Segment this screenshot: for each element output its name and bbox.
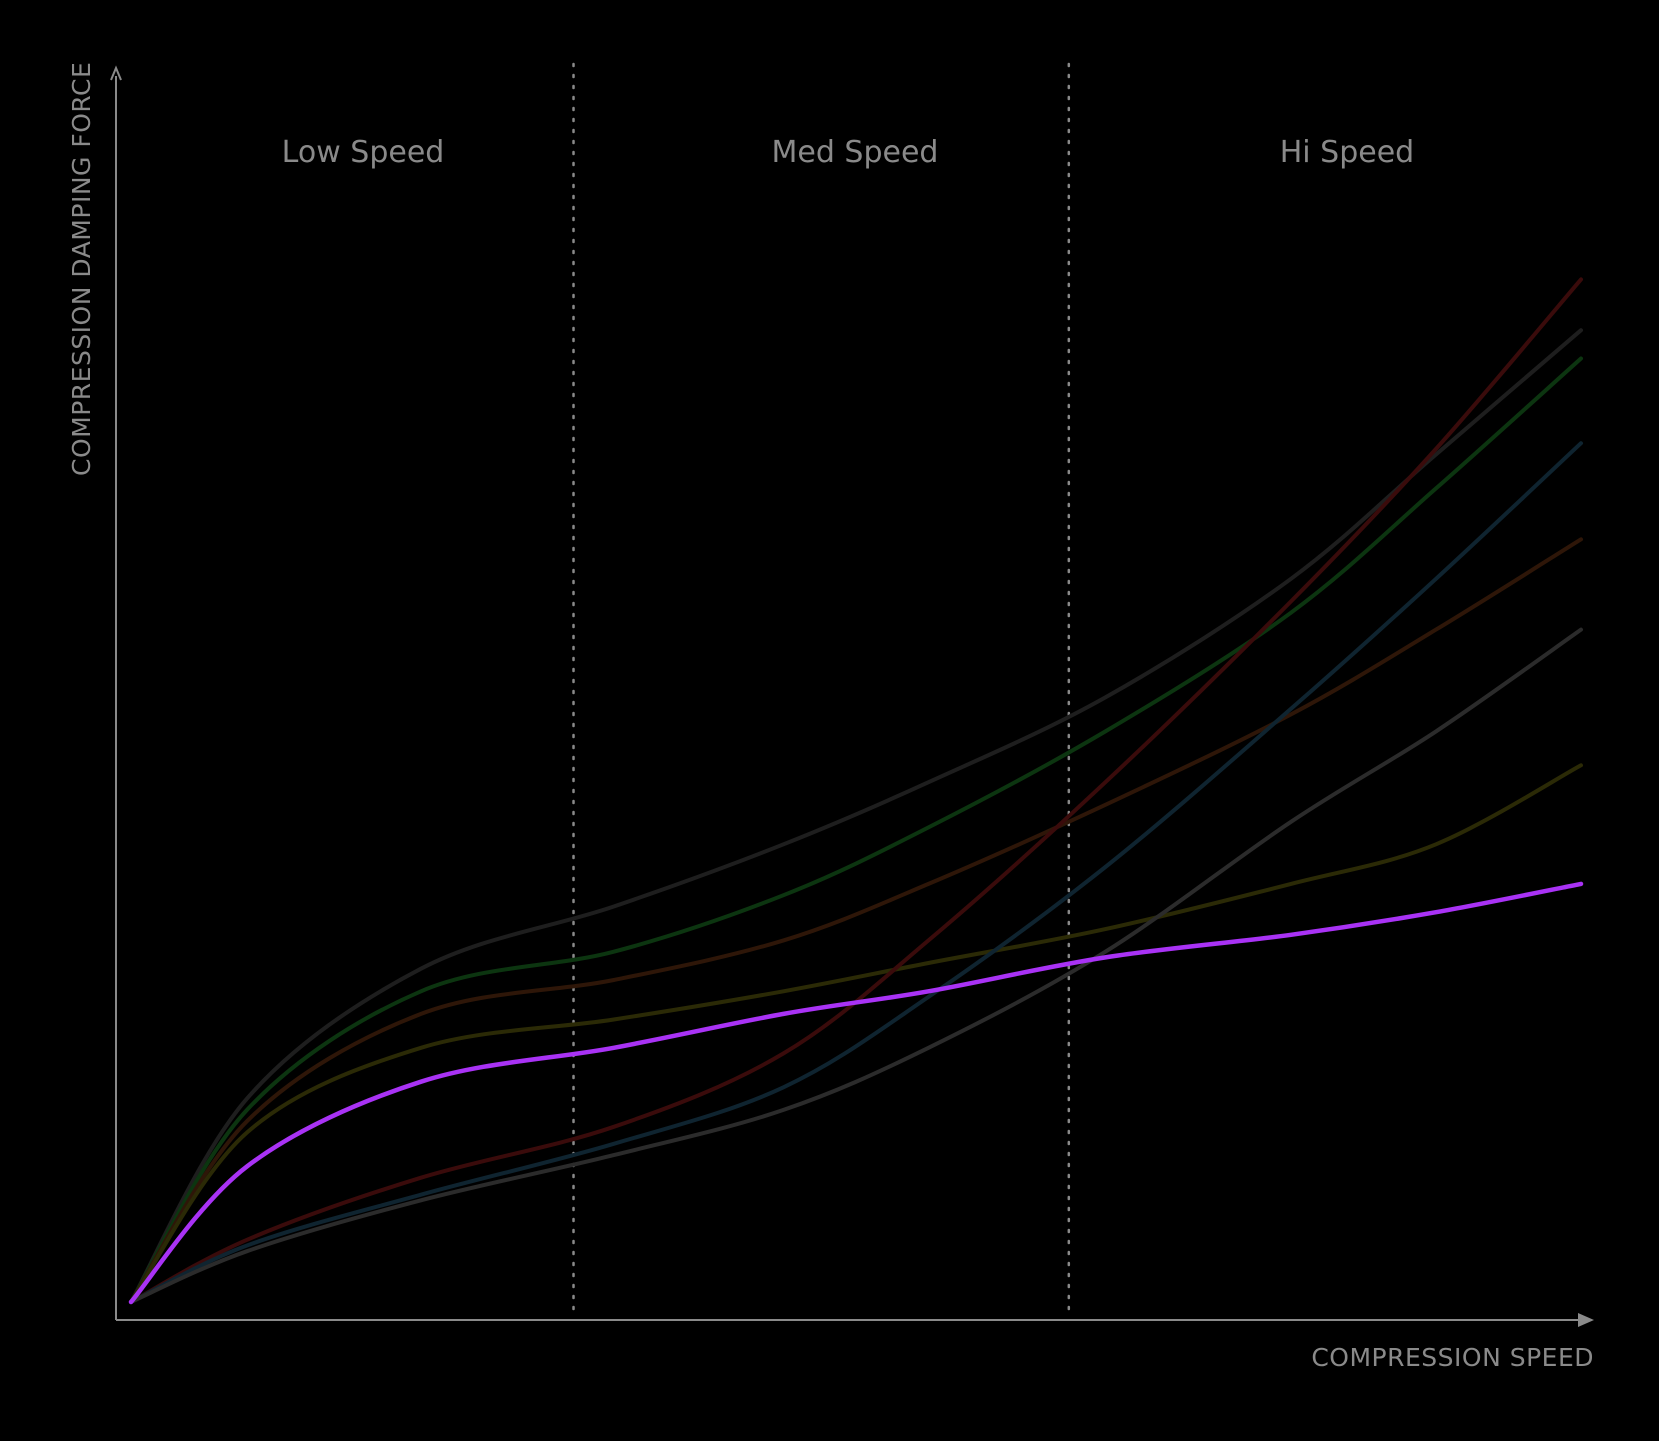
y-axis-title: COMPRESSION DAMPING FORCE	[67, 62, 96, 476]
zone-label-low: Low Speed	[282, 135, 445, 170]
zone-label-hi: Hi Speed	[1280, 135, 1414, 170]
series-line-2	[129, 356, 1583, 1304]
series-layer	[128, 277, 1584, 1305]
zone-dividers	[572, 62, 1071, 1320]
series-line-6	[129, 277, 1583, 1304]
series-line-7	[129, 441, 1583, 1304]
series-line-1	[129, 328, 1583, 1304]
series-line-3	[129, 537, 1583, 1304]
series-line-4	[129, 763, 1583, 1304]
axes	[110, 65, 1594, 1327]
zone-label-med: Med Speed	[772, 135, 939, 170]
highlight-series-line-5	[128, 881, 1584, 1305]
series-line-8	[129, 627, 1583, 1304]
x-axis-title: COMPRESSION SPEED	[1311, 1343, 1594, 1372]
zone-labels: Low Speed Med Speed Hi Speed	[282, 135, 1415, 170]
y-axis-arrow-icon	[110, 65, 122, 81]
x-axis-arrow-icon	[1578, 1313, 1594, 1327]
